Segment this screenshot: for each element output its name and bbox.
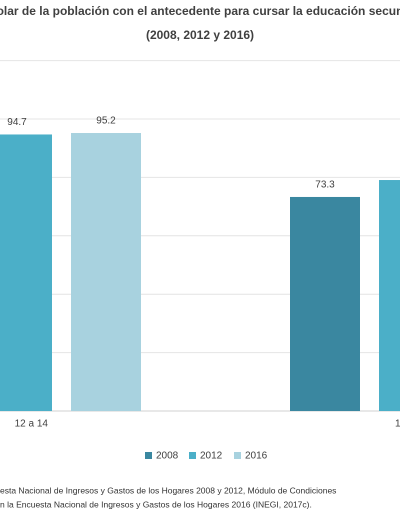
source-note: n la Encuesta Nacional de Ingresos y Gas…	[0, 499, 312, 509]
bar	[0, 134, 52, 411]
chart-subtitle: (2008, 2012 y 2016)	[146, 28, 254, 42]
legend-label: 2008	[156, 451, 179, 462]
chart-title: olar de la población con el antecedente …	[0, 4, 400, 18]
legend-swatch	[189, 452, 196, 459]
value-label: 95.2	[96, 116, 116, 127]
legend-swatch	[234, 452, 241, 459]
x-tick-label: 1	[395, 419, 400, 430]
value-label: 73.3	[315, 180, 335, 191]
legend-swatch	[145, 452, 152, 459]
value-label: 94.7	[7, 117, 27, 128]
legend-label: 2016	[245, 451, 268, 462]
bar	[290, 196, 360, 411]
x-tick-label: 12 a 14	[15, 419, 49, 430]
legend-label: 2012	[200, 451, 223, 462]
source-note: esta Nacional de Ingresos y Gastos de lo…	[0, 485, 336, 495]
bar	[71, 133, 141, 412]
bar	[379, 180, 400, 411]
